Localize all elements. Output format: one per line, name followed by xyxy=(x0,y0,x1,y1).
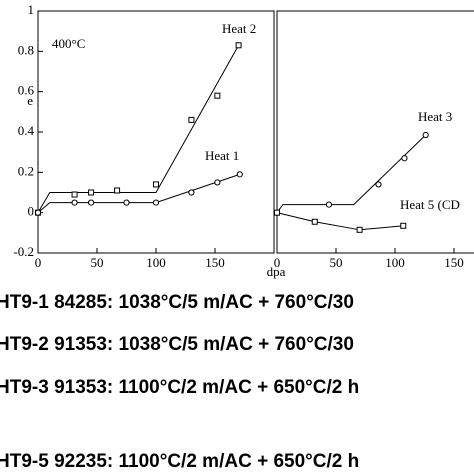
y-tick-label: 0.6 xyxy=(18,83,35,98)
x-tick-label: 150 xyxy=(444,255,464,270)
data-point xyxy=(88,199,95,206)
x-tick-label: 100 xyxy=(385,255,405,270)
note-line: HT9-2 91353: 1038°C/5 m/AC + 760°C/30 xyxy=(0,334,354,355)
data-point xyxy=(88,189,95,196)
data-point xyxy=(152,199,160,206)
annotation: 400°C xyxy=(52,36,85,51)
data-point xyxy=(71,191,78,198)
series-label: Heat 2 xyxy=(222,21,256,36)
fit-line xyxy=(276,212,404,231)
fit-line xyxy=(37,45,240,213)
y-tick-label: 0.8 xyxy=(18,42,34,57)
y-tick-label: 0.4 xyxy=(18,123,35,138)
data-point xyxy=(34,209,42,216)
series-label: Heat 5 (CD xyxy=(400,197,460,212)
fit-line xyxy=(37,173,240,214)
data-point xyxy=(400,222,407,229)
data-point xyxy=(153,181,159,188)
y-tick-label: 0.2 xyxy=(18,163,34,178)
data-point xyxy=(188,189,195,196)
x-axis-label: dpa xyxy=(267,264,286,279)
y-tick-label: -0.2 xyxy=(13,244,34,259)
data-point xyxy=(236,171,243,178)
data-point xyxy=(188,116,195,123)
y-axis-label: e xyxy=(27,93,33,108)
note-line: HT9-5 92235: 1100°C/2 m/AC + 650°C/2 h xyxy=(0,451,359,472)
data-point xyxy=(311,218,318,225)
data-point xyxy=(422,131,429,139)
data-point xyxy=(401,155,408,162)
data-point xyxy=(356,226,363,233)
note-line: HT9-1 84285: 1038°C/5 m/AC + 760°C/30 xyxy=(0,292,354,313)
y-tick-label: 1 xyxy=(28,2,35,17)
x-tick-label: 150 xyxy=(205,255,225,270)
x-tick-label: 0 xyxy=(35,255,42,270)
data-point xyxy=(235,42,242,49)
data-point xyxy=(123,199,130,206)
data-point xyxy=(325,201,333,208)
y-tick-label: 0 xyxy=(28,204,35,219)
x-tick-label: 0 xyxy=(274,255,281,270)
plot-frame xyxy=(276,10,474,254)
note-line: HT9-3 91353: 1100°C/2 m/AC + 650°C/2 h xyxy=(0,377,359,398)
data-point xyxy=(214,179,221,186)
x-tick-label: 50 xyxy=(330,255,343,270)
data-point xyxy=(214,92,221,99)
x-tick-label: 50 xyxy=(91,255,104,270)
data-point xyxy=(114,187,121,194)
data-point xyxy=(375,181,382,188)
data-point xyxy=(71,199,78,206)
fit-line xyxy=(276,134,427,213)
data-point xyxy=(274,209,280,216)
x-tick-label: 100 xyxy=(146,255,166,270)
series-label: Heat 1 xyxy=(205,148,239,163)
series-label: Heat 3 xyxy=(418,109,452,124)
